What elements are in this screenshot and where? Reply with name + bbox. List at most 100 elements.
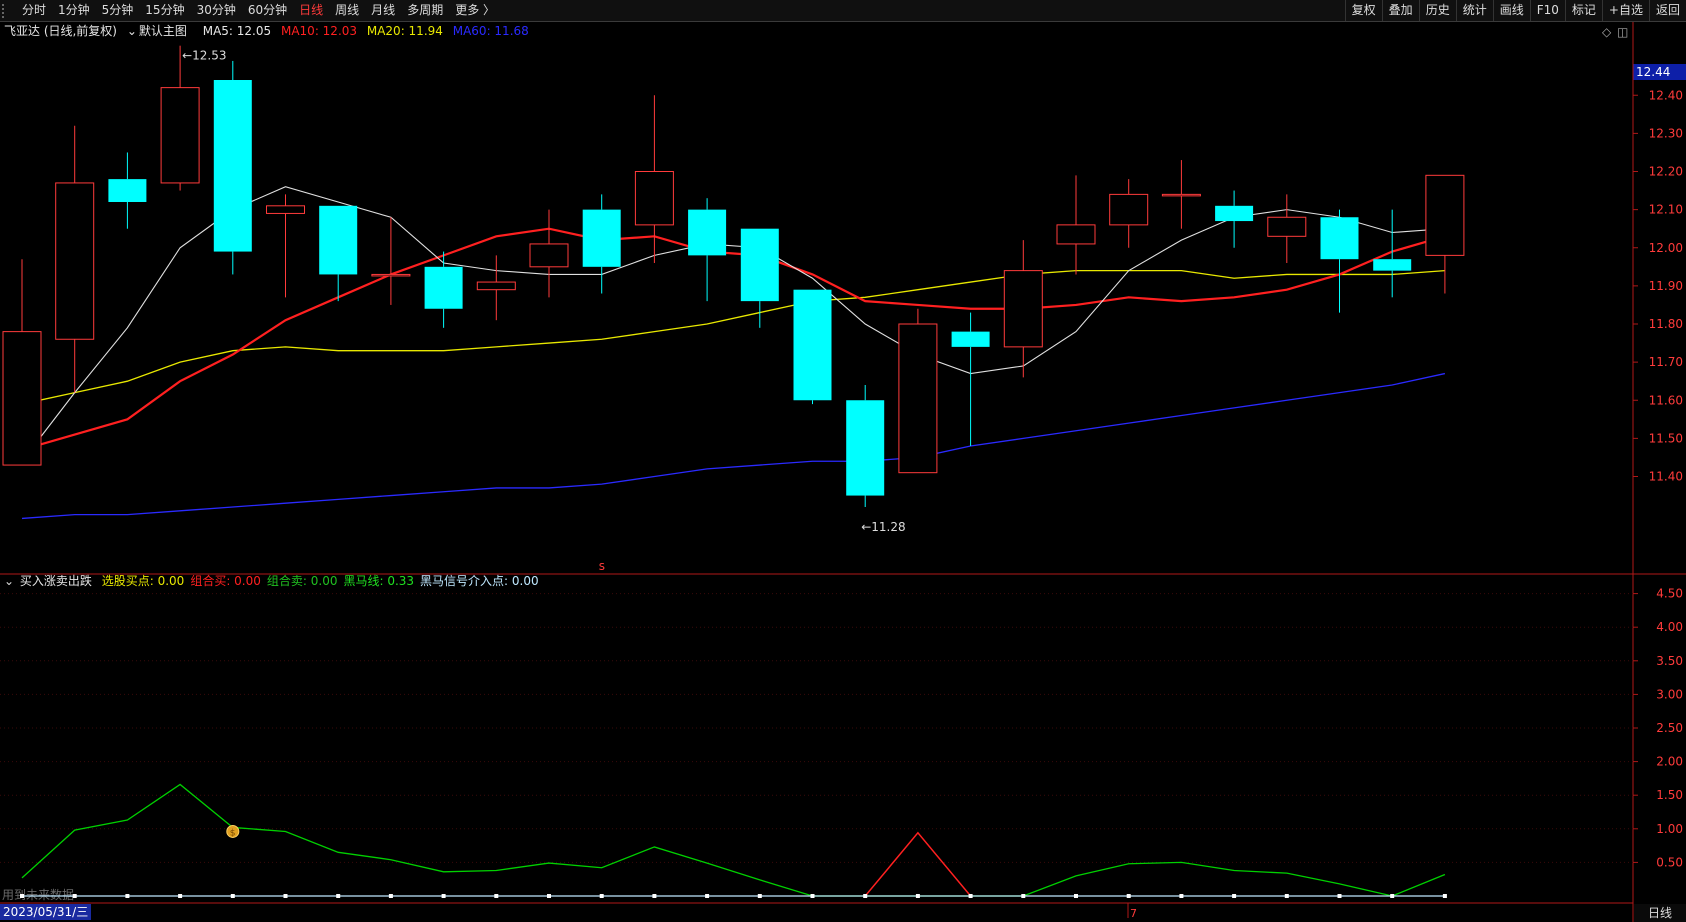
candle-19 bbox=[1003, 240, 1043, 378]
main-chart-header: 飞亚达 (日线,前复权) ⌄ 默认主图 MA5: 12.05 MA10: 12.0… bbox=[0, 22, 535, 40]
baseline-dot-4 bbox=[230, 894, 235, 898]
tab-4[interactable]: 30分钟 bbox=[196, 3, 236, 17]
baseline-dot-3 bbox=[178, 894, 183, 898]
tab-6[interactable]: 日线 bbox=[299, 3, 324, 17]
ind-tick-label-4: 2.50 bbox=[1656, 721, 1683, 735]
baseline-dot-27 bbox=[1442, 894, 1447, 898]
ind-tick-label-8: 0.50 bbox=[1656, 855, 1683, 869]
candle-body bbox=[1267, 216, 1307, 237]
baseline-dot-24 bbox=[1284, 894, 1289, 898]
baseline-dot-21 bbox=[1126, 894, 1131, 898]
ma10-line bbox=[21, 227, 1446, 451]
ma20-line bbox=[21, 269, 1445, 405]
ma20-value: MA20: 11.94 bbox=[366, 24, 443, 38]
tool-button-4[interactable]: 画线 bbox=[1492, 0, 1530, 21]
candle-11 bbox=[582, 194, 621, 294]
candle-9 bbox=[476, 255, 516, 321]
candle-body bbox=[846, 400, 885, 496]
ma60-value: MA60: 11.68 bbox=[452, 24, 529, 38]
baseline-dot-17 bbox=[915, 894, 920, 898]
candle-body bbox=[688, 209, 727, 256]
tab-1[interactable]: 1分钟 bbox=[58, 3, 90, 17]
indicator-field-2: 组合卖: 0.00 bbox=[266, 574, 338, 588]
baseline-dot-23 bbox=[1232, 894, 1237, 898]
tool-button-3[interactable]: 统计 bbox=[1455, 0, 1493, 21]
toolbar-grip-icon[interactable] bbox=[2, 3, 16, 18]
candle-4 bbox=[213, 60, 252, 275]
stock-title[interactable]: 飞亚达 (日线,前复权) bbox=[4, 24, 117, 38]
money-bag-icon bbox=[226, 824, 240, 838]
tab-8[interactable]: 月线 bbox=[371, 3, 396, 17]
candle-body bbox=[266, 205, 305, 214]
candle-25 bbox=[1320, 209, 1359, 313]
baseline-dot-15 bbox=[810, 894, 815, 898]
indicator-field-0: 选股买点: 0.00 bbox=[101, 574, 185, 588]
tab-5[interactable]: 60分钟 bbox=[247, 3, 288, 17]
tool-button-6[interactable]: 标记 bbox=[1564, 0, 1602, 21]
candle-21 bbox=[1109, 179, 1149, 248]
price-tick-label-2: 12.20 bbox=[1649, 165, 1683, 179]
price-tick-label-1: 12.30 bbox=[1649, 126, 1683, 140]
tool-button-2[interactable]: 历史 bbox=[1418, 0, 1456, 21]
baseline-dot-14 bbox=[757, 894, 762, 898]
candle-26 bbox=[1373, 209, 1412, 298]
ma5-line bbox=[21, 186, 1445, 462]
baseline-dot-6 bbox=[336, 894, 341, 898]
ind-tick-label-2: 3.50 bbox=[1656, 654, 1683, 668]
black-horse-line bbox=[21, 783, 1446, 897]
indicator-name[interactable]: 买入涨卖出跌 bbox=[19, 574, 92, 588]
period-indicator[interactable]: 日线 bbox=[1634, 904, 1686, 922]
candle-24 bbox=[1267, 194, 1307, 263]
candle-body bbox=[1161, 193, 1201, 197]
template-label: 默认主图 bbox=[138, 24, 187, 38]
tool-button-1[interactable]: 叠加 bbox=[1381, 0, 1419, 21]
candle-16 bbox=[846, 385, 885, 507]
ind-tick-label-1: 4.00 bbox=[1656, 620, 1683, 634]
tool-button-8[interactable]: 返回 bbox=[1648, 0, 1686, 21]
candle-body bbox=[476, 281, 516, 291]
tool-button-7[interactable]: +自选 bbox=[1601, 0, 1649, 21]
ind-tick-label-7: 1.00 bbox=[1656, 822, 1683, 836]
baseline-dot-7 bbox=[388, 894, 393, 898]
tab-0[interactable]: 分时 bbox=[22, 3, 47, 17]
baseline-dot-22 bbox=[1179, 894, 1184, 898]
candle-body bbox=[793, 289, 832, 401]
money-symbol-icon: $ bbox=[230, 828, 236, 838]
ind-tick-label-0: 4.50 bbox=[1656, 587, 1683, 601]
baseline-dot-18 bbox=[968, 894, 973, 898]
tool-button-0[interactable]: 复权 bbox=[1344, 0, 1382, 21]
combo-buy-spike bbox=[864, 831, 972, 897]
candle-body bbox=[213, 80, 252, 252]
candle-5 bbox=[266, 194, 305, 298]
tab-3[interactable]: 15分钟 bbox=[145, 3, 185, 17]
candle-22 bbox=[1161, 160, 1201, 229]
period-toolbar: 分时 1分钟 5分钟 15分钟 30分钟 60分钟 日线 周线 月线 多周期 更多 〉 复权 叠加 历史… bbox=[0, 0, 1686, 22]
baseline-dot-20 bbox=[1074, 894, 1078, 898]
price-tick-label-4: 12.00 bbox=[1649, 241, 1683, 255]
chevron-down-icon: ⌄ bbox=[126, 24, 137, 38]
baseline-dot-2 bbox=[125, 894, 130, 898]
baseline-dot-9 bbox=[494, 894, 499, 898]
future-data-note: 用到未来数据 bbox=[2, 888, 75, 902]
tab-2[interactable]: 5分钟 bbox=[101, 3, 134, 17]
candle-18 bbox=[951, 312, 990, 446]
template-dropdown[interactable]: ⌄ 默认主图 bbox=[127, 24, 197, 38]
s-marker: s bbox=[599, 559, 605, 573]
baseline-dot-0 bbox=[20, 894, 24, 898]
candle-12 bbox=[634, 95, 674, 263]
baseline-dot-26 bbox=[1390, 894, 1395, 898]
tool-button-5[interactable]: F10 bbox=[1529, 0, 1565, 21]
candle-body bbox=[371, 273, 411, 277]
candle-13 bbox=[688, 198, 727, 302]
candle-17 bbox=[898, 308, 938, 474]
tab-10[interactable]: 更多 〉 bbox=[455, 3, 496, 17]
tab-7[interactable]: 周线 bbox=[335, 3, 360, 17]
selected-date: 2023/05/31/三 bbox=[0, 904, 92, 920]
tab-9[interactable]: 多周期 bbox=[407, 3, 444, 17]
baseline-dot-11 bbox=[599, 894, 604, 898]
baseline-dot-19 bbox=[1021, 894, 1026, 898]
chevron-down-icon[interactable]: ⌄ bbox=[4, 574, 15, 588]
candle-body bbox=[108, 179, 147, 202]
candle-7 bbox=[371, 217, 411, 305]
